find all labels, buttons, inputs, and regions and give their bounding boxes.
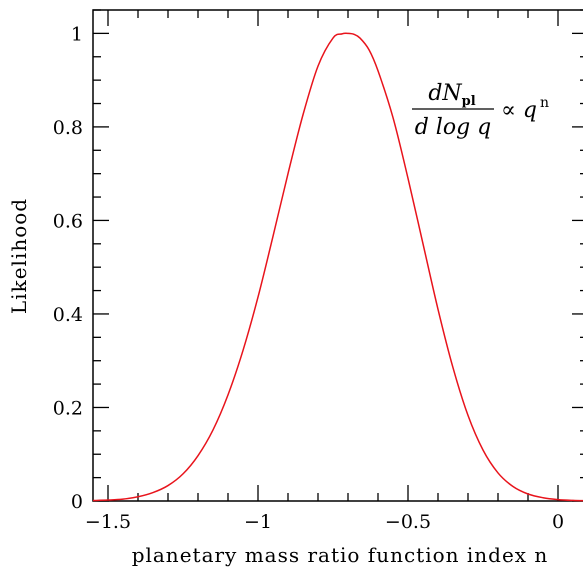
formula-numerator-subscript: pl — [462, 94, 476, 109]
likelihood-curve — [92, 32, 583, 502]
x-tick-label: −1 — [244, 511, 272, 533]
plot-frame — [92, 9, 583, 502]
y-tick-label: 0.4 — [53, 304, 83, 326]
formula-exponent: n — [540, 95, 549, 111]
axis-ticks — [93, 9, 583, 502]
y-axis-label: Likelihood — [7, 198, 31, 314]
y-tick-label: 1 — [71, 23, 83, 45]
tick-labels: −1.5 −1 −0.5 0 0 0.2 0.4 0.6 0.8 1 — [53, 23, 564, 533]
x-tick-label: −0.5 — [385, 511, 431, 533]
y-tick-label: 0.2 — [53, 397, 83, 419]
formula-numerator: dNpl — [428, 81, 475, 109]
y-tick-label: 0.6 — [53, 210, 83, 232]
x-axis-label: planetary mass ratio function index n — [132, 543, 549, 567]
y-tick-label: 0 — [71, 491, 83, 513]
formula-denominator: d log q — [415, 115, 492, 140]
x-tick-label: 0 — [552, 511, 564, 533]
y-tick-label: 0.8 — [53, 117, 83, 139]
x-tick-label: −1.5 — [85, 511, 131, 533]
